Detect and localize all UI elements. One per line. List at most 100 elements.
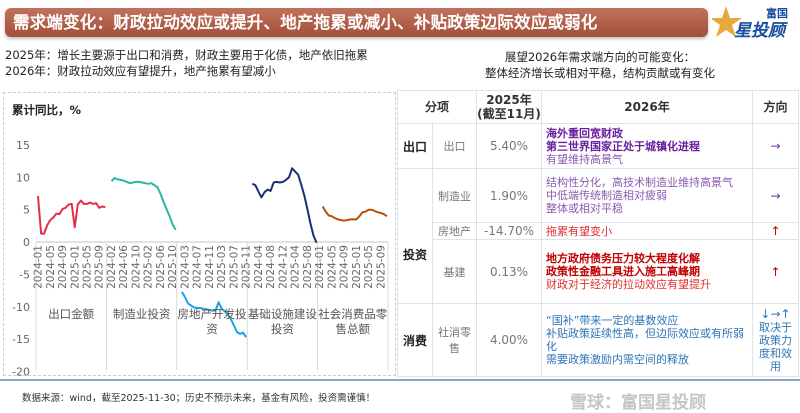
outlook-line: 补贴政策延续性高，但边际效应或有所弱化 xyxy=(546,327,744,353)
series-line-2 xyxy=(181,291,247,338)
divider xyxy=(0,379,800,381)
subitem-cell: 出口 xyxy=(432,123,477,169)
x-tick-label: 2025-01 xyxy=(351,245,363,289)
value-2025-cell: 1.90% xyxy=(476,168,542,223)
x-tick-label: 2024-09 xyxy=(57,245,69,289)
group-label: 社会消费品零 xyxy=(318,307,387,321)
x-tick-label: 2024-02 xyxy=(106,245,118,289)
outlook-line: 中低端传统制造相对疲弱 xyxy=(546,189,667,202)
value-2025-cell: 0.13% xyxy=(476,239,542,304)
category-cell: 出口 xyxy=(397,123,433,169)
direction-cell: → xyxy=(752,123,799,169)
x-tick-label: 2024-01 xyxy=(314,245,326,289)
group-label: 出口金额 xyxy=(48,307,94,321)
x-tick-label: 2025-03 xyxy=(216,245,228,289)
direction-cell: ↓→↑ 取决于政策力度和效用 xyxy=(752,303,799,377)
chart-panel xyxy=(3,92,396,376)
outlook-line: 整体或相对平稳 xyxy=(546,202,623,215)
category-cell: 投资 xyxy=(397,168,433,304)
direction-arrow-icon: ↑ xyxy=(770,224,781,238)
outlook-text: 展望2026年需求端方向的可能变化： 整体经济增长或相对平稳，结构贡献或有变化 xyxy=(440,49,760,81)
outlook-2026-cell: 拖累有望变小 xyxy=(541,222,753,240)
logo-bottom-text: 星投顾 xyxy=(734,21,788,40)
header-2025: 2025年 (截至11月) xyxy=(476,90,542,124)
value-2025-cell: -14.70% xyxy=(476,222,542,240)
x-tick-label: 2025-02 xyxy=(143,245,155,289)
x-tick-label: 2025-06 xyxy=(155,245,167,289)
x-tick-label: 2024-05 xyxy=(45,245,57,289)
series-line-3 xyxy=(251,167,318,244)
x-tick-label: 2025-10 xyxy=(167,245,179,289)
subitem-cell: 基建 xyxy=(432,239,477,304)
x-tick-label: 2024-01 xyxy=(33,245,45,289)
outlook-line: 需要政策激励内需空间的释放 xyxy=(546,353,689,366)
group-label: 房地产开发投 xyxy=(178,307,247,321)
y-tick-label: 10 xyxy=(16,171,30,184)
outlook-line-2: 整体经济增长或相对平稳，结构贡献或有变化 xyxy=(485,66,715,80)
series-line-4 xyxy=(321,205,388,222)
x-tick-label: 2025-09 xyxy=(94,245,106,289)
subitem-cell: 社消零售 xyxy=(432,303,477,377)
demand-table: 分项 2025年 (截至11月) 2026年 方向 出口 出口 5.40% 海外重回宽财政 第三… xyxy=(397,90,799,377)
x-tick-label: 2024-03 xyxy=(179,245,191,289)
outlook-2026-cell: 地方政府债务压力较大程度化解 政策性金融工具进入施工高峰期 财政对于经济的拉动效应有… xyxy=(541,239,753,304)
table-row: 出口 出口 5.40% 海外重回宽财政 第三世界国家正处于城镇化进程 有望维持高景气 → xyxy=(397,123,799,169)
outlook-2026-cell: 海外重回宽财政 第三世界国家正处于城镇化进程 有望维持高景气 xyxy=(541,123,753,169)
direction-arrow-icon: → xyxy=(770,188,781,203)
header-2026: 2026年 xyxy=(541,90,753,124)
y-tick-label: 5 xyxy=(23,204,30,217)
direction-arrow-icon: → xyxy=(770,139,781,153)
subitem-cell: 房地产 xyxy=(432,222,477,240)
outlook-line: 政策性金融工具进入施工高峰期 xyxy=(546,265,700,278)
x-tick-label: 2024-08 xyxy=(265,245,277,289)
group-label: 投资 xyxy=(271,322,294,336)
x-tick-label: 2025-08 xyxy=(302,245,314,289)
outlook-line: 海外重回宽财政 xyxy=(546,126,623,140)
x-tick-label: 2025-04 xyxy=(290,245,302,289)
watermark: 雪球：富国星投顾 xyxy=(570,393,706,413)
x-tick-label: 2025-09 xyxy=(375,245,387,289)
direction-note: 取决于政策力度和效用 xyxy=(759,321,792,373)
header-category: 分项 xyxy=(397,90,477,124)
x-tick-label: 2024-10 xyxy=(130,245,142,289)
logo-top-text: 富国 xyxy=(766,6,788,20)
x-tick-label: 2024-12 xyxy=(277,245,289,289)
group-label: 资 xyxy=(206,322,218,336)
x-tick-label: 2024-05 xyxy=(326,245,338,289)
intro-2025: 2025年：增长主要源于出口和消费，财政主要用于化债，地产依旧拖累 xyxy=(5,48,368,62)
direction-arrow-icon: ↓→↑ xyxy=(760,307,791,321)
value-2025-cell: 5.40% xyxy=(476,123,542,169)
outlook-line: 财政对于经济的拉动效应有望提升 xyxy=(546,278,711,291)
x-tick-label: 2025-07 xyxy=(228,245,240,289)
outlook-line: “国补”带来一定的基数效应 xyxy=(546,314,679,327)
outlook-line: 拖累有望变小 xyxy=(546,224,612,238)
outlook-line: 结构性分化，高技术制造业维持高景气 xyxy=(546,176,733,189)
table-row: 消费 社消零售 4.00% “国补”带来一定的基数效应 补贴政策延续性高，但边际效应或有… xyxy=(397,303,799,377)
y-tick-label: -15 xyxy=(12,333,30,346)
fuguo-logo: 富国 星投顾 xyxy=(712,6,788,40)
outlook-line-1: 展望2026年需求端方向的可能变化： xyxy=(504,50,696,64)
outlook-line: 地方政府债务压力较大程度化解 xyxy=(546,252,700,265)
value-2025-cell: 4.00% xyxy=(476,303,542,377)
direction-arrow-icon: ↑ xyxy=(770,264,781,279)
table-row: 房地产 -14.70% 拖累有望变小 ↑ xyxy=(398,222,799,240)
x-tick-label: 2025-01 xyxy=(69,245,81,289)
group-label: 制造业投资 xyxy=(113,307,171,321)
y-tick-label: 15 xyxy=(16,139,30,152)
y-tick-label: -20 xyxy=(12,365,30,378)
direction-cell: ↑ xyxy=(752,239,799,304)
intro-2026: 2026年：财政拉动效应有望提升，地产拖累有望减小 xyxy=(5,64,276,78)
x-tick-label: 2025-11 xyxy=(241,245,253,289)
outlook-line: 第三世界国家正处于城镇化进程 xyxy=(546,139,700,153)
category-cell: 消费 xyxy=(397,303,433,377)
table-row: 投资 制造业 1.90% 结构性分化，高技术制造业维持高景气 中低端传统制造相对疲弱 整体… xyxy=(397,168,799,304)
y-tick-label: -5 xyxy=(19,268,30,281)
subitem-cell: 制造业 xyxy=(432,168,477,223)
x-tick-label: 2024-07 xyxy=(192,245,204,289)
table-row: 基建 0.13% 地方政府债务压力较大程度化解 政策性金融工具进入施工高峰期 财政对于经… xyxy=(398,239,799,304)
x-tick-label: 2025-05 xyxy=(363,245,375,289)
outlook-2026-cell: “国补”带来一定的基数效应 补贴政策延续性高，但边际效应或有所弱化 需要政策激励内需… xyxy=(541,303,753,377)
header-direction: 方向 xyxy=(752,90,799,124)
slide-title: 需求端变化：财政拉动效应或提升、地产拖累或减小、补贴政策边际效应或弱化 xyxy=(5,8,708,37)
direction-cell: ↑ xyxy=(752,222,799,240)
